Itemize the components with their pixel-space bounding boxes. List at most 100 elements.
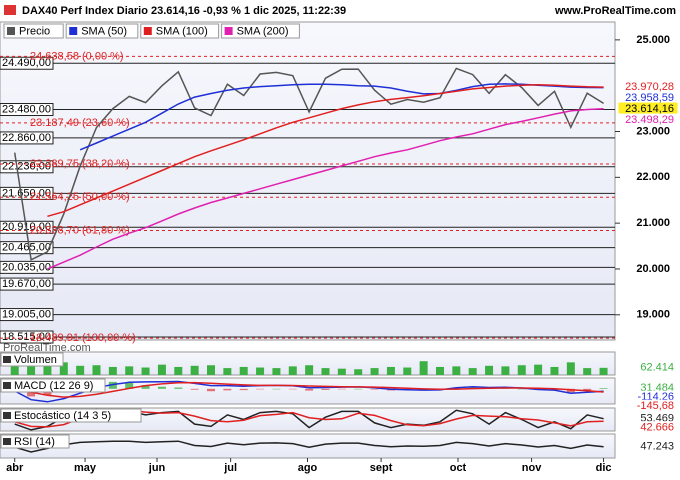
bar (337, 388, 346, 390)
level-label-box (0, 131, 54, 145)
bar (174, 366, 183, 375)
x-tick-label: abr (6, 462, 24, 474)
bar (206, 365, 215, 375)
bar (321, 388, 330, 390)
bar (288, 366, 297, 375)
level-label-box (0, 103, 54, 117)
legend-swatch (7, 27, 15, 35)
pane-title: Volumen (14, 354, 57, 366)
bar (256, 388, 265, 390)
legend-box (221, 23, 300, 39)
level-label: 18.515,00 (2, 331, 51, 343)
bar (141, 385, 150, 389)
level-label-box (0, 56, 54, 70)
bar (517, 365, 526, 375)
pane-icon (3, 382, 11, 389)
value-label: 23.958,59 (625, 92, 674, 104)
bar (550, 366, 559, 375)
icon (4, 5, 16, 15)
series-line (79, 83, 604, 151)
bar (256, 367, 265, 375)
series-line (47, 84, 604, 218)
level-label: 24.490,00 (2, 57, 51, 69)
y-tick-label: 20.000 (636, 263, 670, 275)
legend-label: Precio (19, 25, 50, 37)
x-tick-label: sept (370, 462, 393, 474)
chart-title: DAX40 Perf Index Diario 23.614,16 -0,93 … (22, 5, 346, 17)
series-line (47, 107, 604, 270)
y-tick-label: 22.000 (636, 171, 670, 183)
legend-box (140, 23, 220, 39)
fib-label: 20.838,70 (61,80 %) (30, 224, 130, 236)
bar (305, 388, 314, 391)
bar (190, 388, 199, 390)
pane-title-box (0, 434, 70, 449)
pane (0, 433, 616, 459)
bar (370, 388, 379, 390)
bar (10, 364, 19, 375)
level-label: 23.480,00 (2, 103, 51, 115)
level-label: 19.670,00 (2, 278, 51, 290)
y-tick-label: 25.000 (636, 34, 670, 46)
x-tick-label: jun (148, 462, 166, 474)
x-tick-label: may (74, 462, 97, 474)
bar (386, 366, 395, 375)
bar (157, 364, 166, 375)
x-tick-label: oct (450, 462, 467, 474)
level-label: 20.465,00 (2, 242, 51, 254)
bar (583, 368, 592, 375)
value-label-box (618, 361, 678, 375)
plot: 25.000 23.000 22.000 21.000 20.000 19.000 24.4… (0, 23, 678, 474)
bar (223, 368, 232, 375)
bar (108, 381, 117, 389)
bar (485, 365, 494, 375)
value-label-box (618, 421, 678, 435)
watermark: ProRealTime.com (3, 342, 91, 354)
level-label-box (0, 186, 54, 200)
legend-box (3, 23, 64, 39)
value-label-box (618, 399, 678, 413)
value-label: 23.614,16 (625, 103, 674, 115)
bar (108, 366, 117, 375)
x-tick-label: jul (223, 462, 237, 474)
bar (419, 361, 428, 375)
pane-title: RSI (14) (14, 436, 55, 448)
legend-swatch (224, 27, 233, 35)
level-label-box (0, 330, 54, 344)
bar (337, 368, 346, 375)
bar (288, 388, 297, 390)
value-label-box (618, 440, 678, 454)
pane-title-box (0, 408, 142, 423)
bar (76, 365, 85, 375)
bar (174, 387, 183, 389)
bar (59, 362, 68, 375)
bar (239, 366, 248, 375)
bar (452, 366, 461, 375)
pane-title-box (0, 352, 64, 367)
legend-label: SMA (50) (81, 25, 127, 37)
pane-title-box (0, 378, 106, 393)
pane-icon (3, 412, 11, 419)
bar (370, 368, 379, 375)
bar (125, 366, 134, 375)
bar (468, 368, 477, 375)
bar (321, 368, 330, 375)
series-line (13, 67, 604, 261)
bar (92, 365, 101, 375)
legend-label: SMA (200) (237, 25, 289, 37)
fib-label: 18.489,91 (100,00 %) (30, 332, 136, 344)
bar (190, 365, 199, 375)
x-tick-label: nov (522, 462, 542, 474)
bar (599, 388, 608, 389)
pane-title: Estocástico (14 3 5) (14, 410, 111, 422)
level-label-box (0, 241, 54, 255)
bar (517, 388, 526, 390)
legend-swatch (69, 27, 78, 35)
bar (206, 388, 215, 392)
site: www.ProRealTime.com (554, 5, 676, 17)
bar (599, 367, 608, 375)
value-label-box (618, 113, 678, 127)
legend-box (65, 23, 139, 39)
level-label-box (0, 308, 54, 322)
